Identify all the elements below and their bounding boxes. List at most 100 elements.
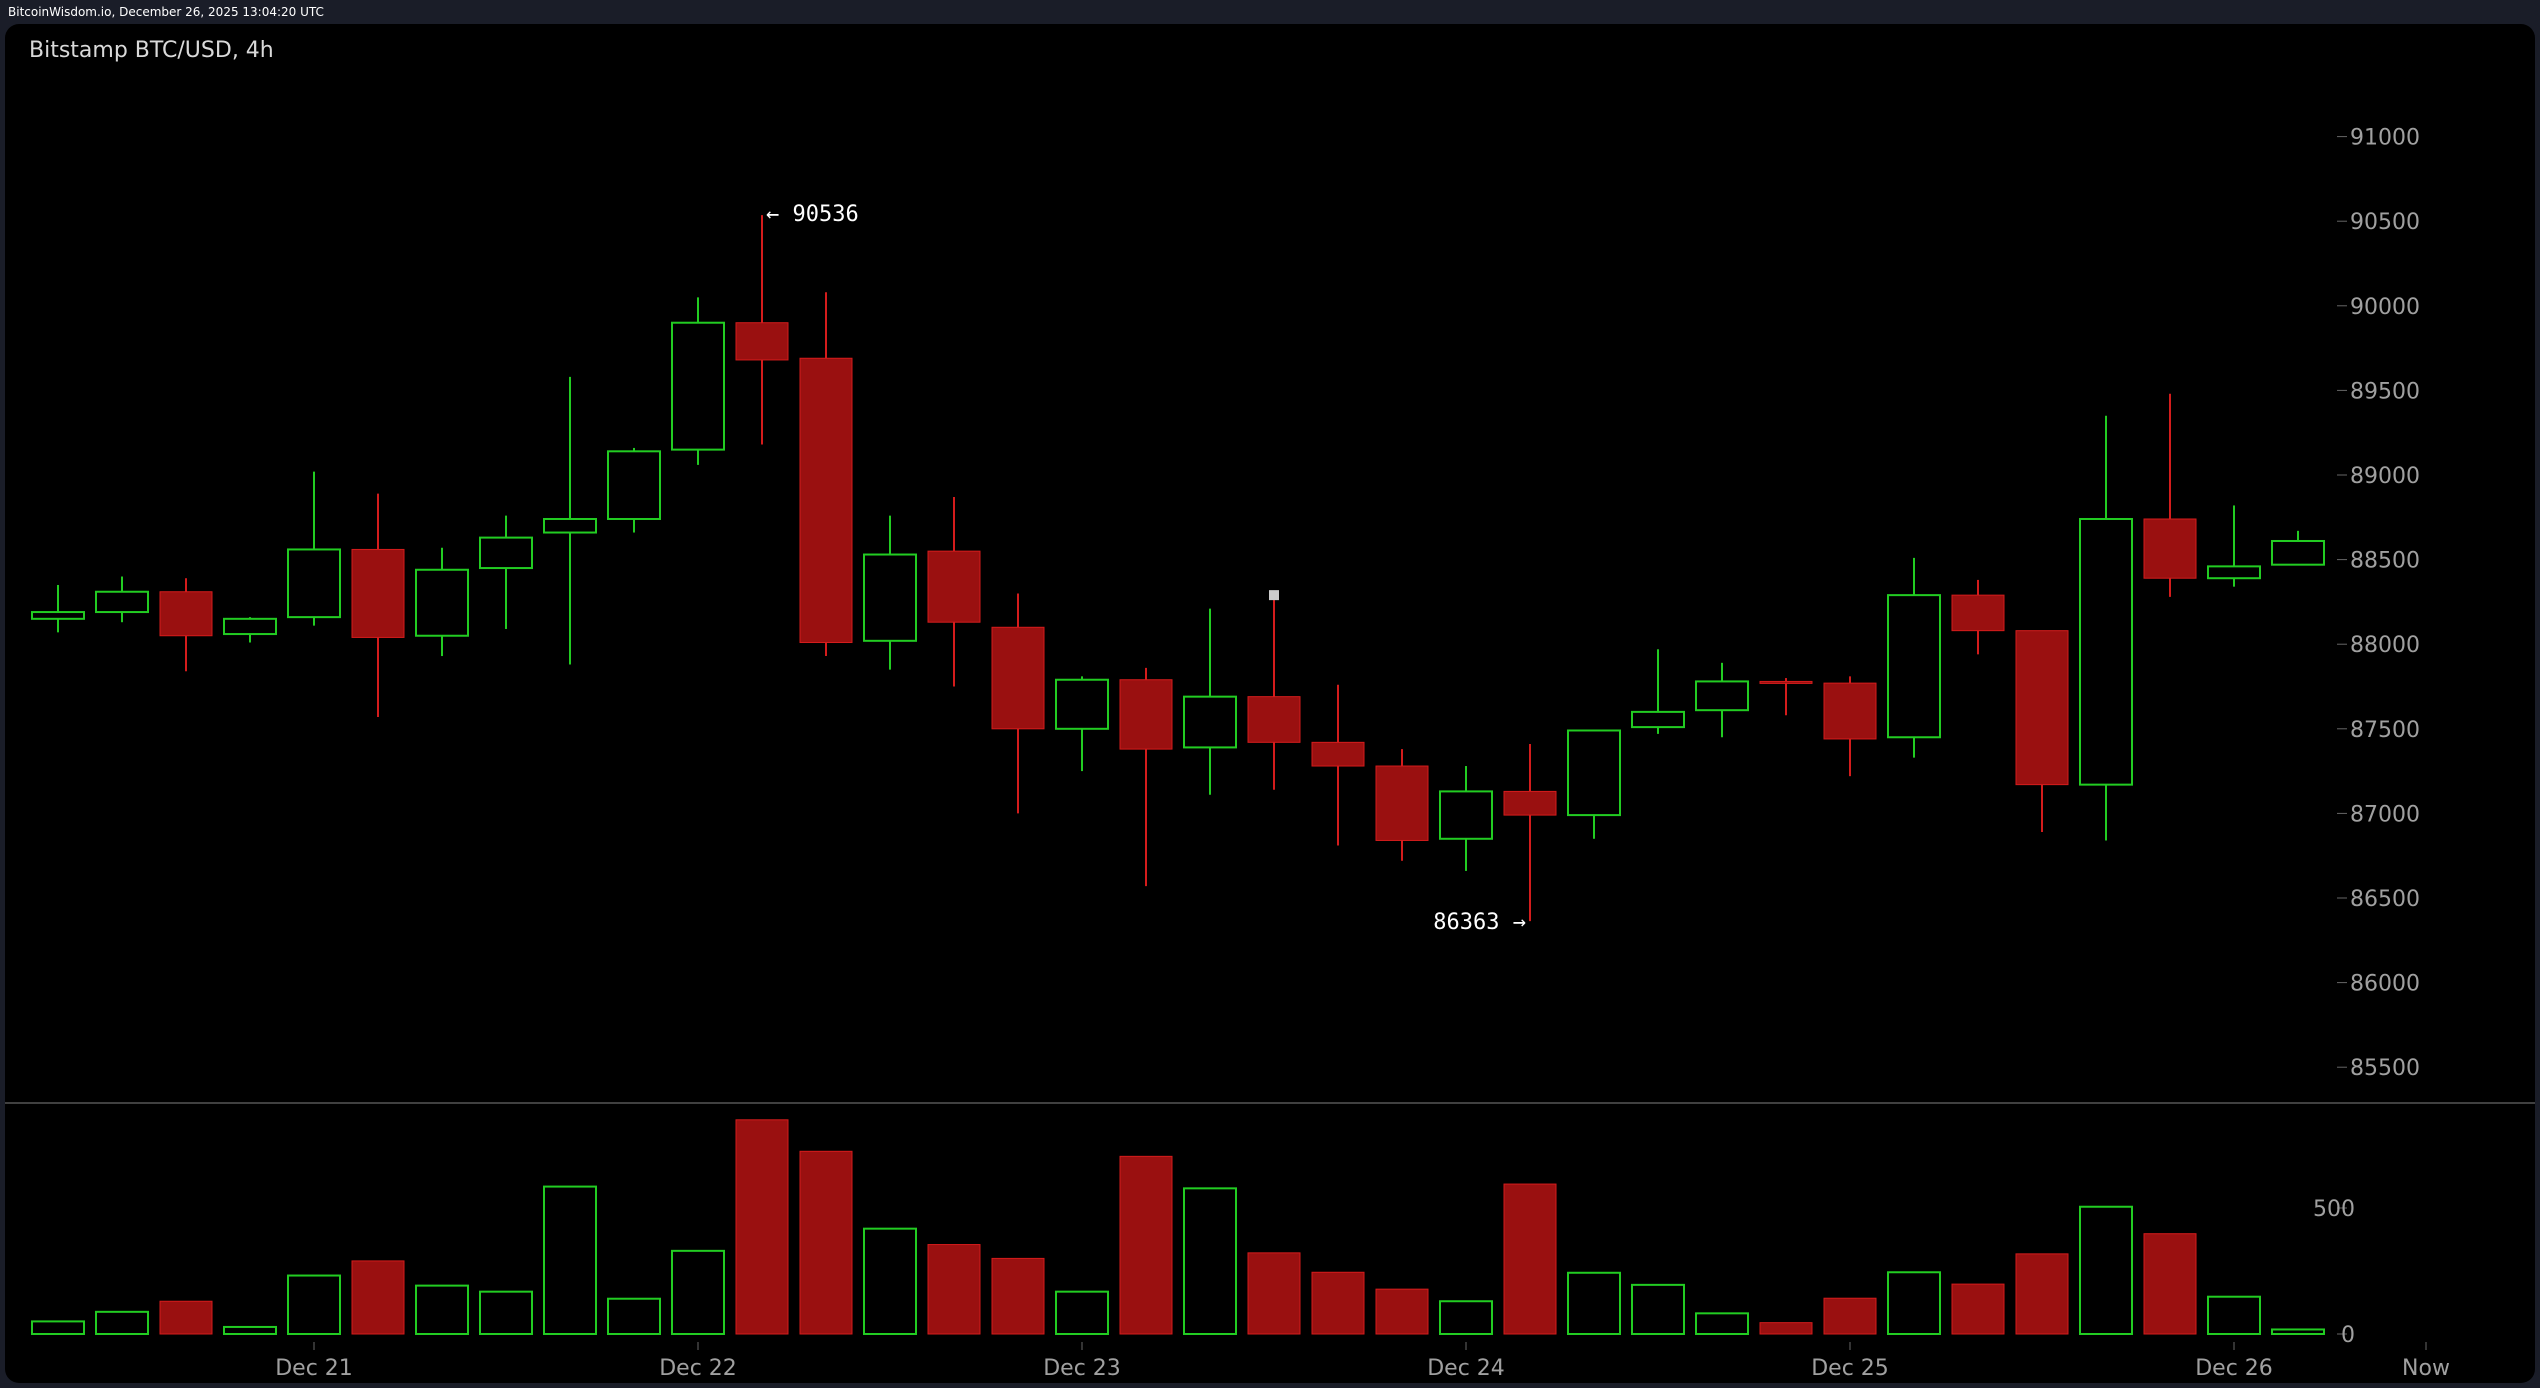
volume-bar-up [2271,1328,2325,1335]
price-tick-label: 87500 [2350,718,2420,743]
time-tick-label: Dec 25 [1811,1356,1889,1381]
time-tick-label: Dec 22 [659,1356,737,1381]
volume-bar-down [927,1244,981,1335]
chart-panel[interactable]: 91000 90500 90000 89500 89000 88500 88000 87500… [5,24,2535,1383]
chart-title: Bitstamp BTC/USD, 4h [29,38,274,63]
price-tick-label: 86000 [2350,972,2420,997]
candle-body-up [863,553,917,642]
candle-body-up [31,611,85,620]
candle-body-down [2143,518,2197,579]
price-tick-label: 91000 [2350,126,2420,151]
candle-body-down [991,626,1045,730]
candle-body-up [2079,517,2133,786]
volume-bar-up [1887,1271,1941,1336]
volume-bar-up [1439,1300,1493,1335]
volume-bar-down [991,1257,1045,1335]
high-annotation: ← 90536 [766,202,859,227]
price-tick-label: 86500 [2350,887,2420,912]
candle-body-up [2271,539,2325,566]
top-bar: BitcoinWisdom.io, December 26, 2025 13:0… [0,0,2540,24]
candle-body-up [223,617,277,636]
volume-bar-down [159,1300,213,1335]
candle-body-down [351,548,405,638]
candle-body-down [1759,680,1813,684]
candle-body-down [735,322,789,361]
candle-body-down [1951,594,2005,632]
candle-body-up [1695,680,1749,712]
candle-body-up [543,517,597,534]
volume-bar-up [863,1227,917,1335]
volume-bar-up [607,1297,661,1335]
price-tick-label: 88500 [2350,549,2420,574]
candle-body-up [415,568,469,637]
candlestick-chart[interactable]: 91000 90500 90000 89500 89000 88500 88000 87500… [5,24,2535,1383]
cursor-marker [1269,590,1279,601]
candle-body-up [1183,695,1237,749]
volume-bar-up [1183,1187,1237,1335]
volume-bar-up [31,1320,85,1336]
candle-body-up [287,548,341,619]
volume-bar-up [1567,1271,1621,1336]
price-tick-label: 90500 [2350,210,2420,235]
volume-bar-down [1375,1288,1429,1335]
candle-body-up [1631,710,1685,729]
volume-bar-down [1759,1322,1813,1335]
volume-bar-up [2207,1295,2261,1335]
candle-body-up [1055,678,1109,730]
candle-body-down [1503,790,1557,816]
candle-body-down [927,550,981,623]
candle-body-up [1567,729,1621,817]
time-tick-label: Dec 24 [1427,1356,1505,1381]
volume-bar-down [2015,1253,2069,1335]
volume-tick-label: 0 [2341,1323,2355,1348]
volume-bar-up [543,1185,597,1335]
volume-bar-down [1247,1252,1301,1335]
volume-bar-up [671,1249,725,1335]
volume-bar-down [351,1260,405,1335]
candle-body-up [607,450,661,520]
volume-bar-down [799,1150,853,1335]
time-tick-label: Dec 23 [1043,1356,1121,1381]
volume-bar-down [1503,1183,1557,1335]
low-annotation: 86363 → [1433,910,1526,935]
volume-bar-up [1055,1290,1109,1335]
timestamp-text: BitcoinWisdom.io, December 26, 2025 13:0… [8,5,324,19]
candle-body-down [2015,630,2069,786]
candle-body-down [1247,696,1301,743]
volume-bar-up [479,1290,533,1335]
candle-body-up [671,321,725,451]
candle-body-up [479,536,533,570]
volume-bar-up [1631,1283,1685,1335]
price-tick-label: 89000 [2350,464,2420,489]
volume-bar-up [2079,1205,2133,1335]
candle-body-down [799,357,853,644]
price-tick-label: 85500 [2350,1056,2420,1081]
volume-bar-up [287,1274,341,1336]
candle-body-up [1887,594,1941,739]
candle-body-up [2207,565,2261,580]
volume-bar-down [2143,1233,2197,1335]
time-tick-label: Now [2402,1356,2450,1381]
candle-body-up [1439,790,1493,840]
volume-tick-label: 500 [2313,1197,2355,1222]
price-tick-label: 87000 [2350,802,2420,827]
time-tick-label: Dec 21 [275,1356,353,1381]
volume-bar-up [415,1284,469,1335]
price-tick-label: 89500 [2350,379,2420,404]
volume-bar-up [1695,1312,1749,1336]
volume-bar-up [223,1325,277,1335]
time-tick-label: Dec 26 [2195,1356,2273,1381]
candle-body-up [95,590,149,614]
volume-bar-down [1951,1283,2005,1335]
candle-body-down [1119,679,1173,750]
volume-bar-down [1823,1297,1877,1335]
volume-bar-down [1119,1155,1173,1335]
volume-bar-down [1311,1271,1365,1335]
price-tick-label: 90000 [2350,295,2420,320]
candle-body-down [159,591,213,637]
price-tick-label: 88000 [2350,633,2420,658]
volume-bar-up [95,1310,149,1335]
volume-bar-down [735,1119,789,1335]
candle-body-down [1311,741,1365,767]
candle-body-down [1375,765,1429,841]
